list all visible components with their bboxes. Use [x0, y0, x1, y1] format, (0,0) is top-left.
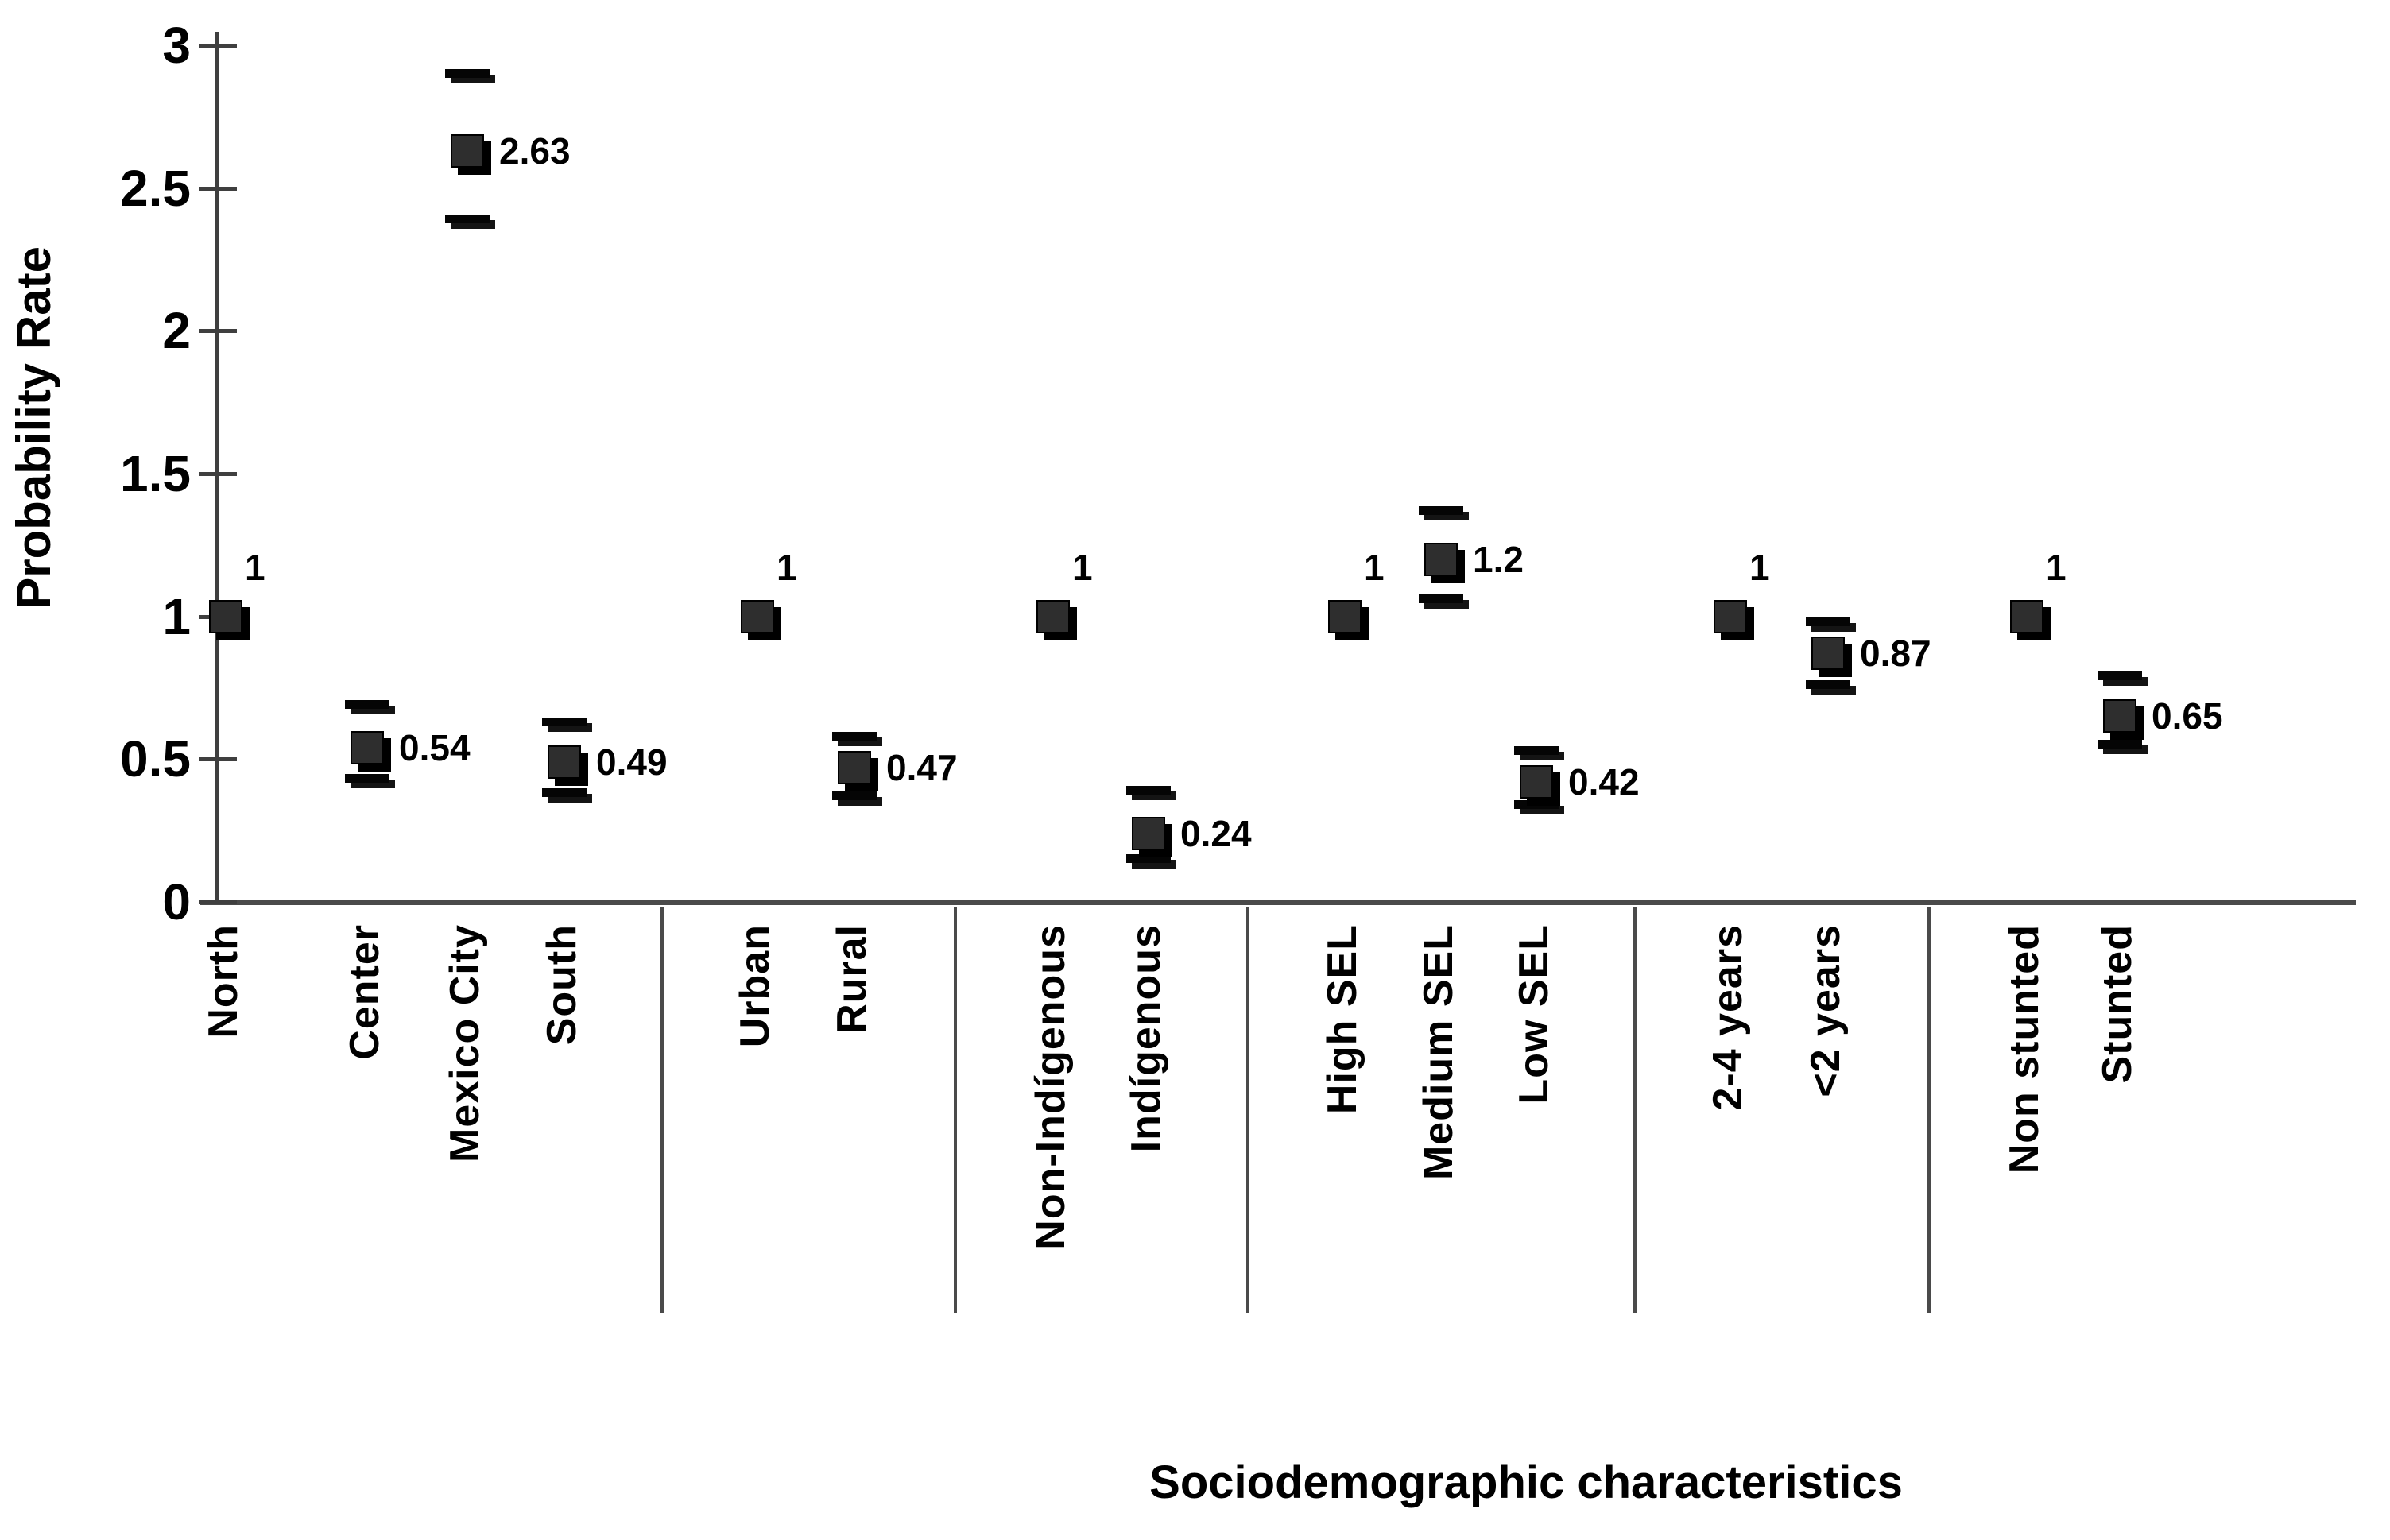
x-category-label: Non stunted — [2001, 924, 2047, 1174]
x-category-label: South — [539, 924, 585, 1046]
group-divider-line — [1927, 907, 1931, 1313]
y-axis-title: Probability Rate — [7, 246, 60, 609]
y-axis-tick — [199, 44, 237, 48]
x-category-label: High SEL — [1319, 924, 1365, 1115]
y-tick-label: 2.5 — [120, 159, 191, 217]
data-point-marker — [1036, 599, 1070, 633]
group-divider-line — [1246, 907, 1249, 1313]
ci-upper-dash — [542, 717, 587, 726]
data-point-marker — [2103, 699, 2136, 733]
y-axis-tick — [199, 900, 237, 904]
x-axis-line — [200, 900, 2356, 905]
x-category-label: Rural — [829, 924, 875, 1034]
data-point-marker — [451, 133, 484, 168]
y-axis-tick — [199, 472, 237, 476]
data-point-value-label: 0.42 — [1568, 761, 1640, 803]
y-tick-label: 1.5 — [120, 445, 191, 502]
data-point-value-label: 1 — [777, 546, 797, 588]
x-category-label: Center — [342, 924, 388, 1060]
ci-lower-dash — [445, 215, 490, 224]
ci-upper-dash — [2098, 671, 2142, 681]
y-axis-line — [215, 32, 219, 904]
x-category-label: Indígenous — [1123, 924, 1169, 1153]
y-tick-label: 0 — [162, 873, 191, 931]
group-divider-line — [954, 907, 957, 1313]
ci-lower-dash — [2098, 740, 2142, 749]
data-point-marker — [1424, 542, 1458, 576]
data-point-marker — [741, 599, 774, 633]
ci-upper-dash — [445, 68, 490, 78]
x-category-label: Non-Indígenous — [1028, 924, 1074, 1250]
data-point-marker — [1811, 637, 1845, 671]
data-point-marker — [1714, 599, 1747, 633]
x-category-label: Urban — [732, 924, 778, 1048]
ci-upper-dash — [832, 731, 877, 741]
ci-upper-dash — [345, 700, 389, 710]
group-divider-line — [1633, 907, 1637, 1313]
data-point-value-label: 1 — [1364, 546, 1385, 588]
data-point-marker — [1520, 765, 1553, 799]
ci-lower-dash — [542, 788, 587, 798]
data-point-value-label: 1 — [2046, 546, 2067, 588]
y-tick-label: 1 — [162, 587, 191, 645]
y-tick-label: 0.5 — [120, 730, 191, 788]
data-point-value-label: 1 — [1072, 546, 1093, 588]
ci-lower-dash — [345, 774, 389, 784]
data-point-value-label: 1 — [245, 546, 265, 588]
data-point-value-label: 0.49 — [596, 741, 668, 783]
data-point-marker — [351, 730, 384, 764]
data-point-value-label: 0.87 — [1860, 633, 1931, 675]
ci-upper-dash — [1126, 785, 1171, 795]
data-point-value-label: 2.63 — [499, 130, 571, 172]
data-point-value-label: 0.65 — [2152, 695, 2223, 737]
y-axis-tick — [199, 757, 237, 762]
y-tick-label: 2 — [162, 302, 191, 360]
x-category-label: <2 years — [1803, 924, 1849, 1097]
data-point-value-label: 0.47 — [886, 747, 958, 789]
x-category-label: Stunted — [2094, 924, 2140, 1084]
y-tick-label: 3 — [162, 17, 191, 74]
ci-upper-dash — [1514, 745, 1559, 755]
x-category-label: Medium SEL — [1416, 924, 1462, 1181]
data-point-marker — [209, 599, 242, 633]
y-axis-tick — [199, 186, 237, 191]
ci-lower-dash — [1806, 679, 1850, 689]
data-point-value-label: 1.2 — [1473, 538, 1524, 580]
x-category-label: Low SEL — [1511, 924, 1557, 1105]
ci-upper-dash — [1419, 505, 1463, 515]
data-point-value-label: 0.24 — [1180, 812, 1252, 854]
data-point-marker — [1132, 816, 1165, 850]
ci-lower-dash — [1419, 594, 1463, 604]
data-point-marker — [838, 751, 871, 785]
ci-upper-dash — [1806, 617, 1850, 626]
data-point-marker — [1328, 599, 1362, 633]
ci-lower-dash — [1126, 854, 1171, 864]
ci-lower-dash — [832, 791, 877, 801]
x-category-label: Mexico City — [442, 924, 488, 1163]
ci-lower-dash — [1514, 799, 1559, 809]
data-point-value-label: 0.54 — [399, 726, 471, 768]
data-point-marker — [2010, 599, 2043, 633]
group-divider-line — [660, 907, 664, 1313]
data-point-value-label: 1 — [1749, 546, 1770, 588]
x-category-label: 2-4 years — [1705, 924, 1751, 1111]
y-axis-tick — [199, 329, 237, 334]
x-category-label: North — [200, 924, 246, 1039]
data-point-marker — [548, 745, 581, 779]
x-axis-title: Sociodemographic characteristics — [1149, 1457, 1903, 1508]
